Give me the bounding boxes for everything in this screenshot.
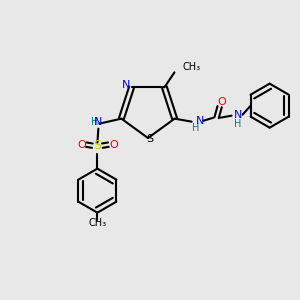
Text: S: S	[146, 134, 154, 144]
Text: N: N	[233, 110, 242, 120]
Text: S: S	[93, 139, 101, 152]
Text: CH₃: CH₃	[88, 218, 106, 228]
Text: H: H	[234, 119, 241, 129]
Text: H: H	[192, 123, 199, 133]
Text: N: N	[195, 116, 204, 126]
Text: O: O	[77, 140, 86, 150]
Text: O: O	[109, 140, 118, 150]
Text: O: O	[217, 97, 226, 107]
Text: CH₃: CH₃	[182, 62, 201, 72]
Text: N: N	[122, 80, 131, 90]
Text: H: H	[91, 117, 98, 127]
Text: N: N	[94, 117, 103, 127]
